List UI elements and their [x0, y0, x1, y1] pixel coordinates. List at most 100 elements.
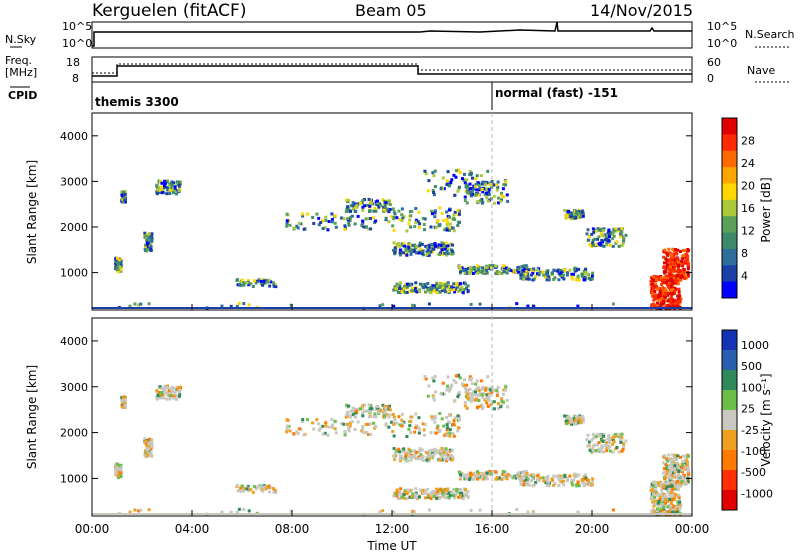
heatmap-cell	[178, 394, 182, 398]
heatmap-cell	[384, 216, 388, 220]
heatmap-cell	[590, 483, 594, 487]
heatmap-cell	[527, 277, 531, 281]
heatmap-cell	[115, 264, 119, 268]
heatmap-cell	[535, 272, 539, 276]
heatmap-cell	[531, 477, 535, 481]
heatmap-cell	[480, 475, 484, 479]
heatmap-cell	[458, 288, 462, 292]
heatmap-cell	[667, 453, 671, 457]
heatmap-cell	[407, 242, 411, 246]
heatmap-cell	[458, 265, 462, 269]
nsky-label: N.Sky	[5, 33, 37, 46]
heatmap-cell	[655, 483, 659, 487]
heatmap-cell	[570, 272, 574, 276]
heatmap-cell	[468, 265, 472, 269]
heatmap-cell	[591, 449, 595, 453]
colorbar-segment	[722, 199, 737, 217]
heatmap-cell	[455, 285, 459, 289]
colorbar-segment	[722, 350, 737, 371]
heatmap-cell	[531, 474, 535, 478]
heatmap-cell	[677, 493, 681, 497]
heatmap-cell	[430, 417, 434, 421]
heatmap-cell	[361, 208, 365, 212]
heatmap-cell	[657, 499, 661, 503]
heatmap-cell	[144, 248, 148, 252]
heatmap-cell	[591, 238, 595, 242]
heatmap-cell	[409, 419, 413, 423]
heatmap-cell	[615, 240, 619, 244]
heatmap-cell	[619, 235, 623, 239]
heatmap-cell	[144, 449, 148, 453]
heatmap-cell	[249, 282, 253, 286]
heatmap-cell	[416, 220, 420, 224]
heatmap-cell	[669, 468, 673, 472]
heatmap-cell	[673, 509, 677, 513]
heatmap-cell	[577, 484, 581, 488]
heatmap-cell	[524, 469, 528, 473]
heatmap-cell	[681, 262, 685, 266]
heatmap-cell	[595, 237, 599, 241]
heatmap-cell	[433, 242, 437, 246]
heatmap-cell	[442, 219, 446, 223]
heatmap-cell	[468, 272, 472, 276]
heatmap-cell	[382, 414, 386, 418]
heatmap-cell	[387, 209, 391, 213]
heatmap-cell	[453, 193, 457, 197]
heatmap-cell	[430, 243, 434, 247]
heatmap-cell	[679, 275, 683, 279]
heatmap-cell	[287, 219, 291, 223]
heatmap-cell	[358, 407, 362, 411]
heatmap-cell	[424, 172, 428, 176]
heatmap-cell	[462, 494, 466, 498]
heatmap-cell	[345, 415, 349, 419]
heatmap-cell	[272, 487, 276, 491]
heatmap-cell	[386, 407, 390, 411]
heatmap-cell	[402, 287, 406, 291]
heatmap-cell	[676, 248, 680, 252]
heatmap-cell	[168, 394, 172, 398]
heatmap-cell	[173, 188, 177, 192]
heatmap-cell	[575, 278, 579, 282]
heatmap-cell	[446, 491, 450, 495]
heatmap-cell	[471, 398, 475, 402]
heatmap-cell	[114, 266, 118, 270]
velocity-colorbar-label: Velocity [m s⁻¹]	[759, 373, 773, 466]
colorbar-tick: -100	[741, 445, 766, 458]
heatmap-cell	[149, 443, 153, 447]
heatmap-cell	[170, 180, 174, 184]
heatmap-cell	[173, 390, 177, 394]
nsearch-tick-top: 10^5	[707, 20, 737, 33]
heatmap-cell	[522, 483, 526, 487]
heatmap-cell	[123, 198, 127, 202]
heatmap-cell	[388, 202, 392, 206]
heatmap-cell	[591, 444, 595, 448]
heatmap-cell	[319, 221, 323, 225]
heatmap-cell	[467, 266, 471, 270]
heatmap-cell	[660, 488, 664, 492]
heatmap-cell	[585, 437, 589, 441]
heatmap-cell	[597, 235, 601, 239]
heatmap-cell	[679, 503, 683, 507]
heatmap-cell	[670, 463, 674, 467]
heatmap-cell	[491, 388, 495, 392]
xtick-label: 00:00	[75, 522, 110, 536]
heatmap-cell	[446, 252, 450, 256]
heatmap-cell	[220, 304, 224, 308]
heatmap-cell	[618, 438, 622, 442]
heatmap-cell	[622, 239, 626, 243]
heatmap-cell	[354, 411, 358, 415]
heatmap-cell	[592, 436, 596, 440]
heatmap-cell	[557, 278, 561, 282]
heatmap-cell	[672, 268, 676, 272]
heatmap-cell	[670, 268, 674, 272]
heatmap-cell	[287, 424, 291, 428]
heatmap-cell	[391, 429, 395, 433]
heatmap-cell	[541, 270, 545, 274]
heatmap-cell	[475, 174, 479, 178]
heatmap-cell	[670, 257, 674, 261]
heatmap-cell	[493, 183, 497, 187]
heatmap-cell	[465, 383, 469, 387]
heatmap-cell	[452, 213, 456, 217]
heatmap-cell	[678, 294, 682, 298]
heatmap-cell	[377, 205, 381, 209]
